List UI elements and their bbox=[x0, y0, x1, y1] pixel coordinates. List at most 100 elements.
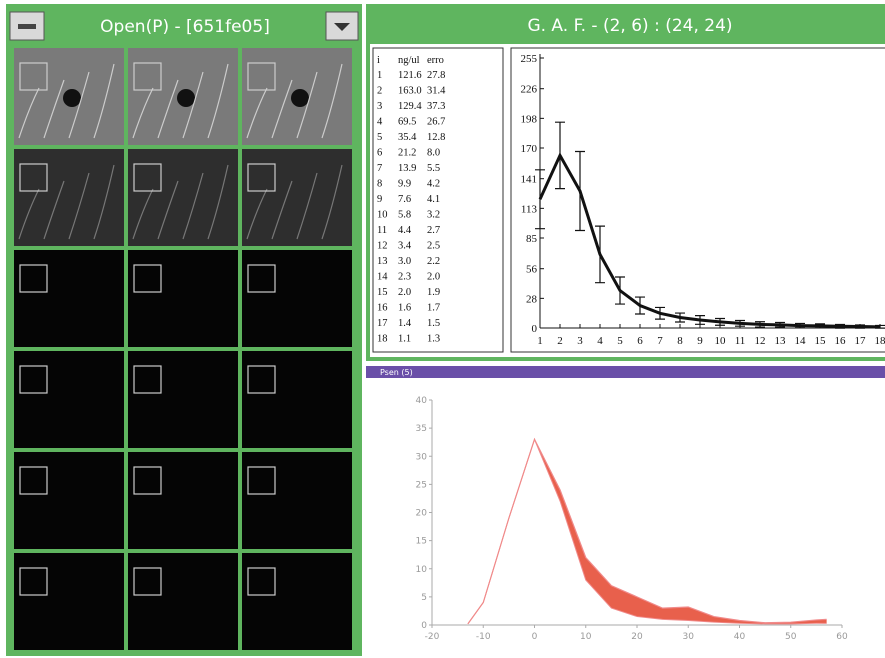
table-cell: 14 bbox=[377, 272, 388, 283]
table-cell: 121.6 bbox=[398, 70, 422, 81]
y-tick-label: 170 bbox=[521, 143, 538, 155]
x-tick-label: 5 bbox=[617, 335, 623, 347]
table-cell: 5.8 bbox=[398, 210, 411, 221]
y-tick-label: 30 bbox=[416, 452, 428, 462]
table-cell: 1.3 bbox=[427, 334, 440, 345]
table-cell: 1.6 bbox=[398, 303, 411, 314]
table-cell: 1 bbox=[377, 70, 382, 81]
x-tick-label: 50 bbox=[785, 632, 797, 642]
x-tick-label: -20 bbox=[425, 632, 440, 642]
thumbnail bbox=[242, 553, 352, 650]
minimize-icon bbox=[18, 24, 36, 29]
x-tick-label: 30 bbox=[683, 632, 695, 642]
roi-box bbox=[133, 264, 162, 293]
y-tick-label: 0 bbox=[532, 323, 538, 335]
window-title: Psen (5) bbox=[380, 368, 413, 377]
thumbnail-spot bbox=[291, 89, 309, 107]
table-cell: 163.0 bbox=[398, 86, 422, 97]
table-header: i bbox=[377, 55, 380, 66]
x-tick-label: 4 bbox=[597, 335, 603, 347]
vessel bbox=[182, 172, 204, 240]
dropdown-icon bbox=[334, 23, 350, 31]
vessel bbox=[182, 71, 204, 139]
roi-box bbox=[247, 365, 276, 394]
table-cell: 1.5 bbox=[427, 318, 440, 329]
table-cell: 1.7 bbox=[427, 303, 440, 314]
table-cell: 9.9 bbox=[398, 179, 411, 190]
table-cell: 10 bbox=[377, 210, 388, 221]
thumbnail bbox=[128, 250, 238, 347]
vessel bbox=[271, 79, 293, 139]
y-tick-label: 226 bbox=[521, 84, 538, 96]
roi-box bbox=[247, 567, 276, 596]
roi-box bbox=[19, 163, 48, 192]
roi-box bbox=[19, 264, 48, 293]
table-cell: 12 bbox=[377, 241, 388, 252]
y-tick-label: 255 bbox=[521, 53, 538, 65]
roi-box bbox=[247, 62, 276, 91]
x-tick-label: 6 bbox=[637, 335, 643, 347]
vessel bbox=[132, 87, 154, 139]
table-cell: 69.5 bbox=[398, 117, 416, 128]
roi-box bbox=[133, 163, 162, 192]
table-cell: 3.4 bbox=[398, 241, 412, 252]
vessel bbox=[157, 79, 179, 139]
table-header: ng/ul bbox=[398, 55, 420, 66]
table-cell: 13.9 bbox=[398, 163, 416, 174]
y-tick-label: 40 bbox=[416, 396, 428, 406]
x-tick-label: 17 bbox=[855, 335, 867, 347]
x-tick-label: 16 bbox=[835, 335, 847, 347]
vessel bbox=[68, 172, 90, 240]
table-cell: 13 bbox=[377, 256, 388, 267]
table-cell: 4.1 bbox=[427, 194, 440, 205]
x-tick-label: 13 bbox=[775, 335, 787, 347]
thumbnail bbox=[128, 452, 238, 549]
roi-box bbox=[19, 466, 48, 495]
table-cell: 2.0 bbox=[398, 287, 411, 298]
vessel bbox=[246, 87, 268, 139]
table-cell: 2 bbox=[377, 86, 382, 97]
thumbnail-spot bbox=[177, 89, 195, 107]
roi-box bbox=[19, 567, 48, 596]
x-tick-label: 10 bbox=[580, 632, 592, 642]
thumbnail bbox=[242, 351, 352, 448]
table-cell: 8.0 bbox=[427, 148, 440, 159]
x-tick-label: 9 bbox=[697, 335, 703, 347]
table-cell: 1.9 bbox=[427, 287, 440, 298]
table-cell: 6 bbox=[377, 148, 382, 159]
table-cell: 27.8 bbox=[427, 70, 445, 81]
chart-box bbox=[510, 47, 885, 353]
y-tick-label: 10 bbox=[416, 565, 428, 575]
table-cell: 2.0 bbox=[427, 272, 440, 283]
x-tick-label: 20 bbox=[631, 632, 643, 642]
x-tick-label: 10 bbox=[715, 335, 727, 347]
table-cell: 2.5 bbox=[427, 241, 440, 252]
roi-box bbox=[247, 264, 276, 293]
thumbnail bbox=[14, 250, 124, 347]
table-cell: 8 bbox=[377, 179, 382, 190]
title-bar bbox=[366, 366, 885, 378]
vessel bbox=[132, 188, 154, 240]
table-cell: 4.2 bbox=[427, 179, 440, 190]
table-cell: 7.6 bbox=[398, 194, 411, 205]
thumbnail-spot bbox=[63, 89, 81, 107]
table-cell: 129.4 bbox=[398, 101, 422, 112]
vessel bbox=[93, 164, 115, 240]
y-tick-label: 56 bbox=[526, 264, 538, 276]
table-cell: 15 bbox=[377, 287, 388, 298]
table-cell: 11 bbox=[377, 225, 387, 236]
vessel bbox=[271, 180, 293, 240]
x-tick-label: 0 bbox=[532, 632, 538, 642]
vessel bbox=[207, 63, 229, 139]
table-cell: 3.2 bbox=[427, 210, 440, 221]
table-cell: 3.0 bbox=[398, 256, 411, 267]
x-tick-label: 11 bbox=[735, 335, 746, 347]
table-cell: 4 bbox=[377, 117, 383, 128]
vessel bbox=[321, 164, 343, 240]
x-tick-label: -10 bbox=[476, 632, 491, 642]
table-cell: 9 bbox=[377, 194, 382, 205]
table-cell: 26.7 bbox=[427, 117, 445, 128]
y-tick-label: 25 bbox=[416, 480, 427, 490]
y-tick-label: 85 bbox=[526, 233, 538, 245]
roi-box bbox=[133, 466, 162, 495]
